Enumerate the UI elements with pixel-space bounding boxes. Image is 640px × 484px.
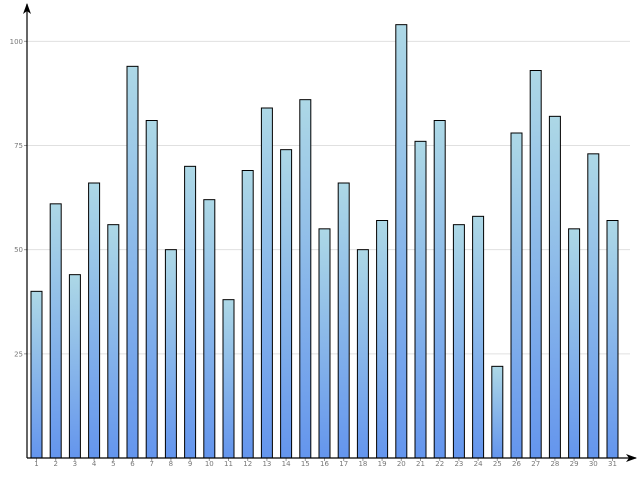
bar-20 bbox=[395, 24, 408, 459]
bar-3 bbox=[68, 274, 81, 459]
bar-1 bbox=[30, 290, 43, 459]
x-tick-label: 9 bbox=[188, 460, 192, 468]
bar-24 bbox=[472, 215, 485, 459]
bar-29 bbox=[568, 228, 581, 459]
bar-13 bbox=[260, 107, 273, 459]
y-tick-label: 100 bbox=[10, 38, 23, 46]
x-tick-label: 24 bbox=[474, 460, 483, 468]
y-tick-labels: 25 50 75 100 bbox=[10, 38, 23, 359]
x-axis-arrow-icon bbox=[626, 454, 637, 462]
bar-6 bbox=[126, 65, 139, 459]
bar-21 bbox=[414, 140, 427, 459]
x-tick-label: 13 bbox=[262, 460, 271, 468]
bar-5 bbox=[107, 224, 120, 459]
x-tick-label: 3 bbox=[73, 460, 77, 468]
x-tick-label: 6 bbox=[130, 460, 135, 468]
x-tick-label: 4 bbox=[92, 460, 97, 468]
x-tick-label: 23 bbox=[454, 460, 463, 468]
x-tick-label: 30 bbox=[589, 460, 598, 468]
x-tick-labels: 1 2 3 4 5 6 7 8 9 10 11 12 13 14 15 16 17 18 19 20 21 22 23 24 2… bbox=[34, 458, 617, 468]
x-tick-label: 7 bbox=[149, 460, 153, 468]
x-tick-label: 27 bbox=[531, 460, 540, 468]
y-tick-label: 50 bbox=[14, 246, 23, 254]
x-tick-label: 5 bbox=[111, 460, 115, 468]
x-tick-label: 22 bbox=[435, 460, 444, 468]
x-tick-label: 18 bbox=[358, 460, 367, 468]
x-tick-label: 17 bbox=[339, 460, 348, 468]
x-tick-label: 29 bbox=[570, 460, 579, 468]
bars-layer bbox=[30, 24, 619, 459]
bar-11 bbox=[222, 299, 235, 459]
x-tick-label: 31 bbox=[608, 460, 617, 468]
bar-19 bbox=[376, 220, 389, 459]
y-tick-label: 75 bbox=[14, 142, 23, 150]
bar-7 bbox=[145, 120, 158, 459]
bar-30 bbox=[587, 153, 600, 459]
x-tick-label: 8 bbox=[169, 460, 173, 468]
bar-28 bbox=[548, 115, 561, 459]
x-tick-label: 20 bbox=[397, 460, 406, 468]
bar-31 bbox=[606, 220, 619, 459]
bar-12 bbox=[241, 170, 254, 459]
x-tick-label: 1 bbox=[34, 460, 38, 468]
x-tick-label: 26 bbox=[512, 460, 521, 468]
bar-22 bbox=[433, 120, 446, 459]
axes-layer bbox=[23, 3, 637, 462]
bar-18 bbox=[356, 249, 369, 459]
x-tick-label: 11 bbox=[224, 460, 233, 468]
bar-8 bbox=[164, 249, 177, 459]
y-tick-label: 25 bbox=[14, 350, 23, 358]
x-tick-label: 25 bbox=[493, 460, 502, 468]
bar-16 bbox=[318, 228, 331, 459]
y-axis-arrow-icon bbox=[23, 3, 31, 14]
bar-14 bbox=[280, 149, 293, 459]
bar-17 bbox=[337, 182, 350, 459]
bar-25 bbox=[491, 365, 504, 459]
bar-10 bbox=[203, 199, 216, 459]
x-tick-label: 12 bbox=[243, 460, 252, 468]
bar-4 bbox=[88, 182, 101, 459]
x-tick-label: 14 bbox=[282, 460, 291, 468]
bar-23 bbox=[452, 224, 465, 459]
x-tick-label: 10 bbox=[205, 460, 214, 468]
bar-26 bbox=[510, 132, 523, 459]
x-tick-label: 2 bbox=[53, 460, 57, 468]
x-tick-label: 21 bbox=[416, 460, 425, 468]
bar-27 bbox=[529, 70, 542, 459]
bar-9 bbox=[184, 165, 197, 459]
bar-15 bbox=[299, 99, 312, 459]
bar-2 bbox=[49, 203, 62, 459]
x-tick-label: 16 bbox=[320, 460, 329, 468]
x-tick-label: 19 bbox=[378, 460, 387, 468]
x-tick-label: 15 bbox=[301, 460, 310, 468]
x-tick-label: 28 bbox=[550, 460, 559, 468]
